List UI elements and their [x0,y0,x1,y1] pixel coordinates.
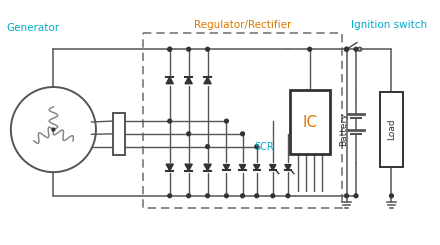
Bar [143,33,342,208]
Bar [113,112,125,155]
Circle shape [255,145,259,148]
Circle shape [205,145,209,148]
Circle shape [205,47,209,51]
Circle shape [389,194,393,198]
Bar [380,92,403,167]
Polygon shape [224,165,230,170]
Polygon shape [253,165,260,170]
Circle shape [187,47,191,51]
Text: Regulator/Rectifier: Regulator/Rectifier [194,20,291,30]
Polygon shape [185,164,192,171]
Circle shape [52,128,55,131]
Circle shape [255,194,259,198]
Circle shape [354,47,358,51]
Polygon shape [166,77,173,84]
Circle shape [168,47,172,51]
Circle shape [187,194,191,198]
Circle shape [224,194,228,198]
Polygon shape [166,164,173,171]
Text: Generator: Generator [6,23,59,33]
Polygon shape [204,164,211,171]
Circle shape [241,194,245,198]
Circle shape [286,194,290,198]
Circle shape [241,132,245,136]
Text: Ignition switch: Ignition switch [351,20,427,30]
Circle shape [205,194,209,198]
Circle shape [168,47,172,51]
Text: SCR: SCR [255,142,275,152]
Circle shape [308,47,312,51]
Polygon shape [239,165,246,170]
Text: Load: Load [387,119,396,140]
Circle shape [168,194,172,198]
Circle shape [345,47,348,51]
Circle shape [168,119,172,123]
Circle shape [187,132,191,136]
Text: IC: IC [302,114,317,130]
Circle shape [354,194,358,198]
Text: Battery: Battery [339,113,348,147]
Polygon shape [204,77,211,84]
Polygon shape [285,165,291,170]
Polygon shape [270,165,276,170]
Circle shape [271,194,275,198]
Circle shape [345,194,348,198]
Bar [290,90,330,154]
Polygon shape [185,77,192,84]
Circle shape [224,119,228,123]
